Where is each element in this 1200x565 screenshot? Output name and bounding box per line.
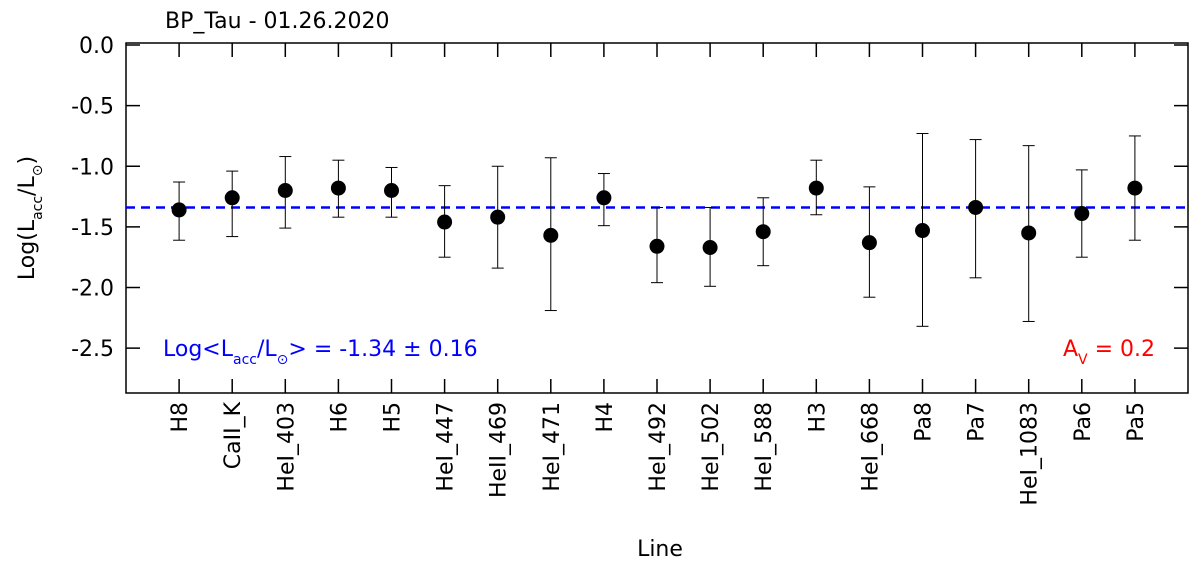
chart-title: BP_Tau - 01.26.2020 (165, 9, 389, 34)
data-point (596, 190, 612, 206)
text-part: ⊙ (30, 165, 46, 177)
data-point (1074, 206, 1090, 222)
data-point (915, 223, 930, 239)
x-tick-label: HeI_492 (646, 402, 671, 492)
data-point (702, 239, 718, 255)
x-tick-label: H5 (381, 402, 406, 433)
text-part: acc (30, 196, 46, 220)
x-tick-label: CaII_K (221, 401, 246, 469)
data-point (755, 224, 771, 240)
x-tick-label: H6 (327, 402, 352, 433)
data-point (437, 214, 453, 230)
y-tick-label: -2.0 (71, 277, 114, 302)
x-tick-label: HeI_588 (752, 402, 777, 492)
y-tick-label: 0.0 (79, 34, 114, 59)
data-point (330, 180, 346, 196)
y-tick-label: -0.5 (71, 95, 114, 120)
text-part: > = -1.34 ± 0.16 (288, 337, 477, 362)
text-part: ) (15, 156, 40, 165)
data-point (277, 183, 293, 199)
data-point (543, 227, 559, 243)
data-point (649, 238, 665, 254)
av-annotation: AV = 0.2 (1063, 337, 1155, 368)
x-axis-label: Line (637, 537, 683, 562)
text-part: V (1078, 352, 1088, 368)
text-part: ⊙ (277, 352, 289, 368)
text-part: acc (233, 352, 257, 368)
mean-annotation: Log<Lacc/L⊙> = -1.34 ± 0.16 (163, 337, 478, 368)
data-point (968, 199, 984, 215)
x-tick-label: HeI_471 (540, 402, 565, 492)
text-part: /L (15, 176, 40, 196)
x-tick-label: HeI_1083 (1018, 402, 1043, 506)
x-tick-label: H4 (593, 402, 618, 433)
data-point (490, 209, 506, 225)
y-tick-label: -1.5 (71, 216, 114, 241)
x-tick-label: Pa5 (1124, 402, 1149, 442)
data-point (1127, 180, 1143, 196)
x-tick-label: Pa6 (1071, 402, 1096, 442)
text-part: Log(L (15, 219, 40, 280)
y-tick-label: -1.0 (71, 155, 114, 180)
x-tick-label: H3 (805, 402, 830, 433)
data-point (384, 183, 399, 199)
text-part: Log<L (163, 337, 234, 362)
y-axis-label: Log(Lacc/L⊙) (15, 156, 46, 280)
text-part: A (1063, 337, 1078, 362)
x-tick-label: HeI_668 (858, 402, 883, 492)
x-tick-label: HeI_447 (434, 402, 459, 492)
data-point (171, 202, 187, 218)
y-tick-label: -2.5 (71, 337, 114, 362)
x-tick-label: HeII_469 (487, 402, 512, 498)
data-point (808, 180, 824, 196)
x-tick-label: HeI_502 (699, 402, 724, 492)
data-point (861, 235, 877, 251)
x-tick-label: HeI_403 (274, 402, 299, 492)
x-tick-label: Pa8 (912, 402, 937, 442)
data-point (224, 190, 240, 206)
text-part: = 0.2 (1088, 337, 1155, 362)
x-tick-label: H8 (168, 402, 193, 433)
text-part: /L (257, 337, 277, 362)
data-point (1021, 225, 1037, 241)
x-tick-label: Pa7 (965, 402, 990, 442)
